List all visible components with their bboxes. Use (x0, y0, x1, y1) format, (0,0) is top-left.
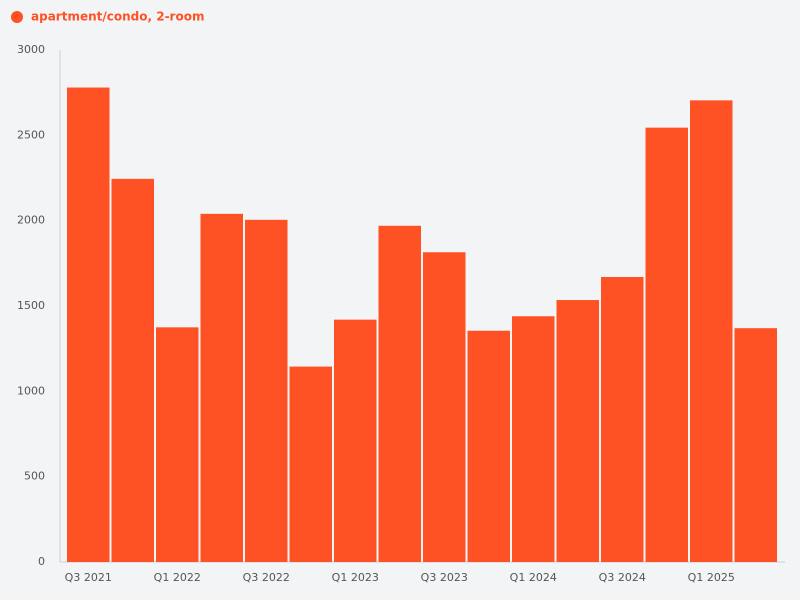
bar (645, 127, 688, 563)
bar (467, 330, 510, 562)
legend-label: apartment/condo, 2-room (31, 10, 204, 24)
x-tick-label: Q3 2022 (243, 571, 290, 584)
y-tick-label: 2000 (17, 214, 45, 227)
bar (512, 316, 555, 562)
bar (200, 213, 243, 562)
y-tick-label: 500 (24, 470, 45, 483)
bar (423, 252, 466, 563)
bar (334, 319, 377, 562)
x-tick-label: Q3 2024 (599, 571, 646, 584)
bar (111, 178, 154, 562)
bar (245, 219, 288, 562)
y-tick-label: 3000 (17, 43, 45, 56)
bar (156, 327, 199, 562)
y-tick-label: 2500 (17, 128, 45, 141)
bar (601, 276, 644, 562)
legend-marker (11, 11, 23, 23)
bar (378, 225, 421, 562)
y-tick-label: 1000 (17, 384, 45, 397)
x-tick-label: Q1 2025 (688, 571, 735, 584)
x-tick-label: Q3 2021 (65, 571, 112, 584)
x-tick-label: Q1 2023 (332, 571, 379, 584)
x-tick-label: Q3 2023 (421, 571, 468, 584)
bar (289, 366, 332, 562)
y-tick-label: 1500 (17, 299, 45, 312)
y-tick-label: 0 (38, 555, 45, 568)
bar (67, 87, 110, 563)
x-tick-label: Q1 2022 (154, 571, 201, 584)
bar (690, 100, 733, 562)
bar (556, 300, 599, 562)
x-tick-label: Q1 2024 (510, 571, 557, 584)
bar (734, 328, 777, 562)
